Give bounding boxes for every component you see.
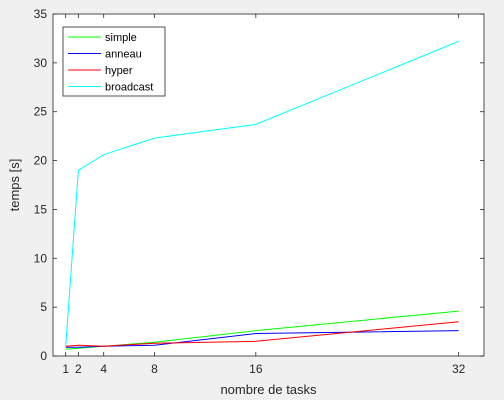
- y-tick-label: 5: [40, 300, 47, 314]
- y-tick-label: 0: [40, 349, 47, 363]
- x-tick-label: 32: [452, 362, 466, 376]
- x-tick-label: 4: [100, 362, 107, 376]
- legend-label-anneau: anneau: [105, 49, 142, 61]
- x-tick-label: 8: [151, 362, 158, 376]
- x-tick-label: 1: [62, 362, 69, 376]
- legend: simple anneau hyper broadcast: [62, 26, 166, 97]
- y-tick-label: 20: [34, 154, 48, 168]
- legend-label-hyper: hyper: [105, 65, 133, 77]
- x-axis-label: nombre de tasks: [220, 382, 317, 397]
- x-tick-label: 16: [249, 362, 263, 376]
- y-tick-label: 30: [34, 56, 48, 70]
- y-tick-label: 35: [34, 7, 48, 21]
- legend-label-simple: simple: [105, 32, 137, 44]
- y-tick-label: 10: [34, 251, 48, 265]
- legend-label-broadcast: broadcast: [105, 82, 153, 94]
- legend-box: [62, 26, 166, 97]
- series-lines: [65, 40, 459, 350]
- x-tick-label: 2: [75, 362, 82, 376]
- x-axis-ticks: 1 2 4 8 16 32: [62, 14, 466, 376]
- y-axis-label: temps [s]: [7, 159, 22, 212]
- y-tick-label: 15: [34, 202, 48, 216]
- series-line-hyper: [65, 321, 459, 347]
- series-line-anneau: [65, 330, 459, 348]
- y-tick-label: 25: [34, 105, 48, 119]
- series-line-broadcast: [65, 40, 459, 347]
- y-axis-ticks: 0 5 10 15 20 25 30 35: [34, 7, 484, 363]
- plot-border: [52, 13, 485, 357]
